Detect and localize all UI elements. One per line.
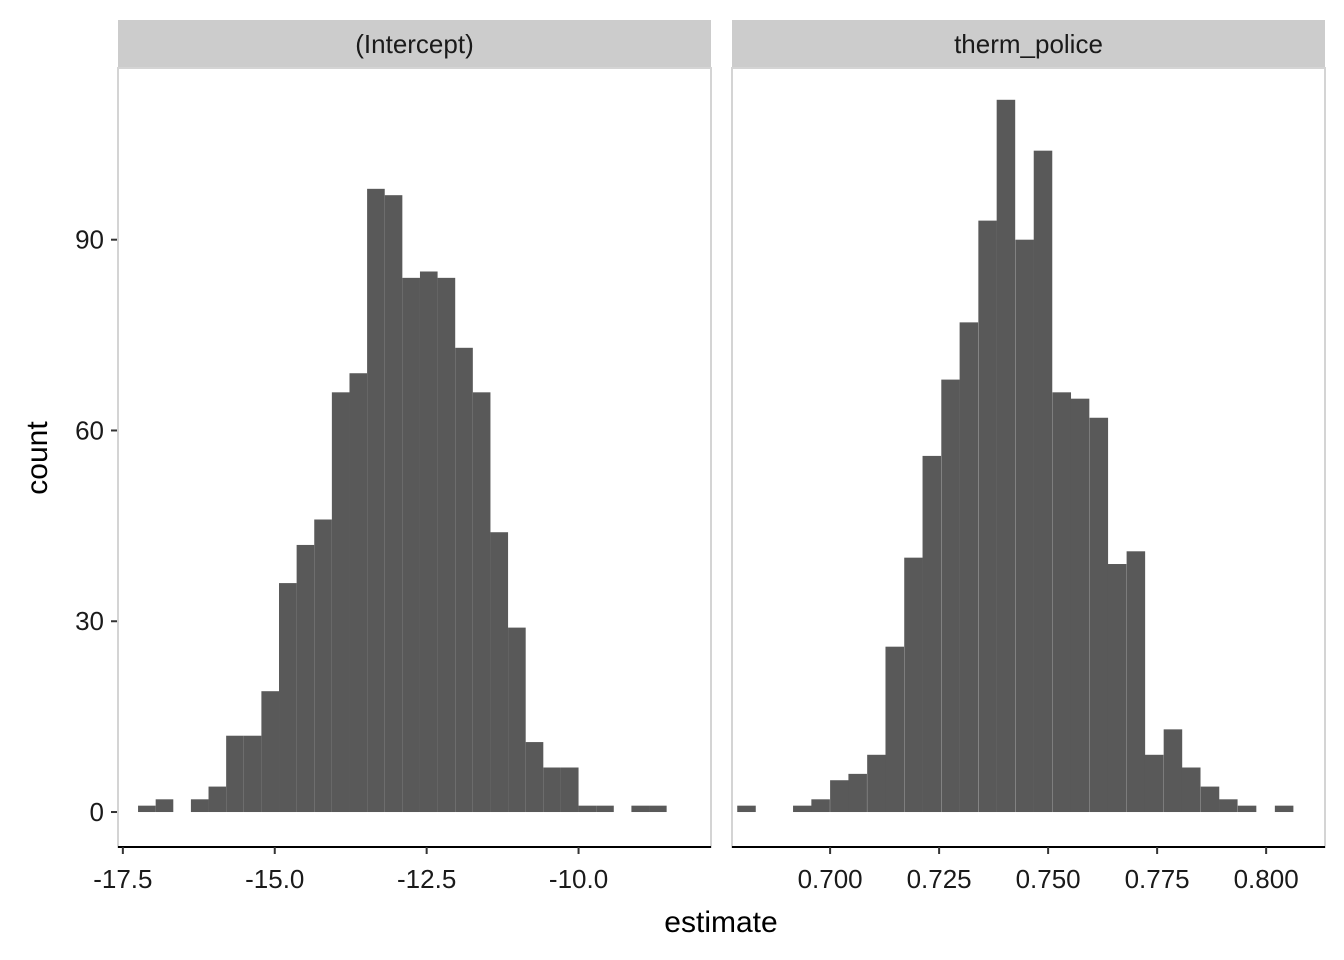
histogram-bar: [811, 799, 830, 813]
histogram-bar: [472, 392, 491, 813]
histogram-bar: [649, 805, 667, 813]
facet-panels: (Intercept) -17.5 -15.0 -12.5 -10.0 therm_pol…: [93, 20, 1326, 894]
histogram-bar: [155, 799, 174, 813]
histogram-bar: [978, 220, 997, 813]
histogram-bar: [578, 805, 597, 813]
histogram-bar: [793, 805, 812, 813]
x-tick-label: 0.775: [1125, 864, 1190, 894]
y-axis: 0 30 60 90: [75, 68, 119, 847]
facet-strip-label: (Intercept): [355, 29, 474, 59]
histogram-bar: [419, 271, 438, 813]
histogram-bar: [437, 277, 456, 813]
histogram-bar: [296, 544, 315, 813]
histogram-bar: [941, 379, 960, 813]
histogram-bar: [261, 691, 280, 813]
facet-strip-label: therm_police: [954, 29, 1103, 59]
facet-strip: [732, 20, 1325, 67]
y-axis-title: count: [21, 421, 54, 495]
histogram-bar: [560, 767, 579, 813]
x-tick-label: 0.750: [1016, 864, 1081, 894]
histogram-bar: [243, 735, 262, 813]
histogram-bar: [367, 188, 385, 813]
histogram-bar: [455, 347, 473, 813]
histogram-bar: [1107, 564, 1127, 813]
x-axis: -17.5 -15.0 -12.5 -10.0: [93, 846, 711, 894]
x-tick-label: 0.725: [907, 864, 972, 894]
facet-strip: [118, 20, 711, 67]
histogram-bar: [830, 780, 849, 813]
histogram-bar: [904, 557, 923, 813]
x-axis-title: estimate: [664, 906, 777, 939]
histogram-bar: [279, 583, 297, 813]
histogram-bar: [885, 646, 905, 813]
histogram-bar: [190, 799, 209, 813]
histogram-bar: [867, 754, 886, 813]
histogram-bar: [959, 322, 979, 813]
facet-panel-1: (Intercept) -17.5 -15.0 -12.5 -10.0: [93, 20, 712, 894]
x-tick-label: 0.700: [798, 864, 863, 894]
histogram-bar: [1015, 239, 1034, 813]
histogram-bar: [208, 786, 227, 813]
histogram-bar: [1126, 551, 1146, 813]
histogram-bar: [384, 195, 403, 813]
x-tick-label: -10.0: [549, 864, 608, 894]
histogram-bar: [1089, 417, 1109, 813]
x-axis: 0.700 0.725 0.750 0.775 0.800: [732, 846, 1325, 894]
x-tick-label: -15.0: [245, 864, 304, 894]
histogram-bar: [490, 532, 509, 813]
histogram-bar: [1237, 805, 1257, 813]
x-tick-label: -12.5: [397, 864, 456, 894]
y-tick-label: 60: [75, 415, 104, 445]
y-tick-label: 30: [75, 606, 104, 636]
histogram-bar: [1274, 805, 1294, 813]
x-tick-label: -17.5: [93, 864, 152, 894]
histogram-bar: [331, 392, 350, 813]
histogram-bars: [737, 99, 1294, 813]
histogram-bar: [138, 805, 156, 813]
histogram-bar: [402, 277, 420, 813]
histogram-bar: [1070, 398, 1090, 813]
histogram-bar: [1200, 786, 1220, 813]
histogram-bar: [226, 735, 244, 813]
y-tick-label: 90: [75, 225, 104, 255]
histogram-bar: [922, 455, 942, 813]
y-tick-label: 0: [90, 797, 104, 827]
histogram-bar: [525, 742, 544, 813]
x-tick-label: 0.800: [1234, 864, 1299, 894]
histogram-bar: [543, 767, 561, 813]
histogram-bar: [314, 519, 332, 813]
facet-panel-2: therm_police 0.700 0.725 0.750 0.775 0.800: [731, 20, 1326, 894]
histogram-bar: [1033, 150, 1053, 813]
histogram-bar: [1219, 799, 1238, 813]
histogram-bar: [1163, 729, 1183, 813]
histogram-bar: [1181, 767, 1201, 813]
histogram-bar: [1052, 392, 1072, 813]
histogram-bar: [848, 773, 867, 813]
histogram-bar: [1144, 754, 1164, 813]
histogram-bar: [631, 805, 650, 813]
histogram-bar: [508, 627, 526, 813]
histogram-bar: [596, 805, 614, 813]
histogram-bar: [996, 99, 1016, 813]
histogram-bar: [737, 805, 756, 813]
histogram-bar: [349, 373, 368, 813]
histogram-bars: [138, 188, 667, 813]
